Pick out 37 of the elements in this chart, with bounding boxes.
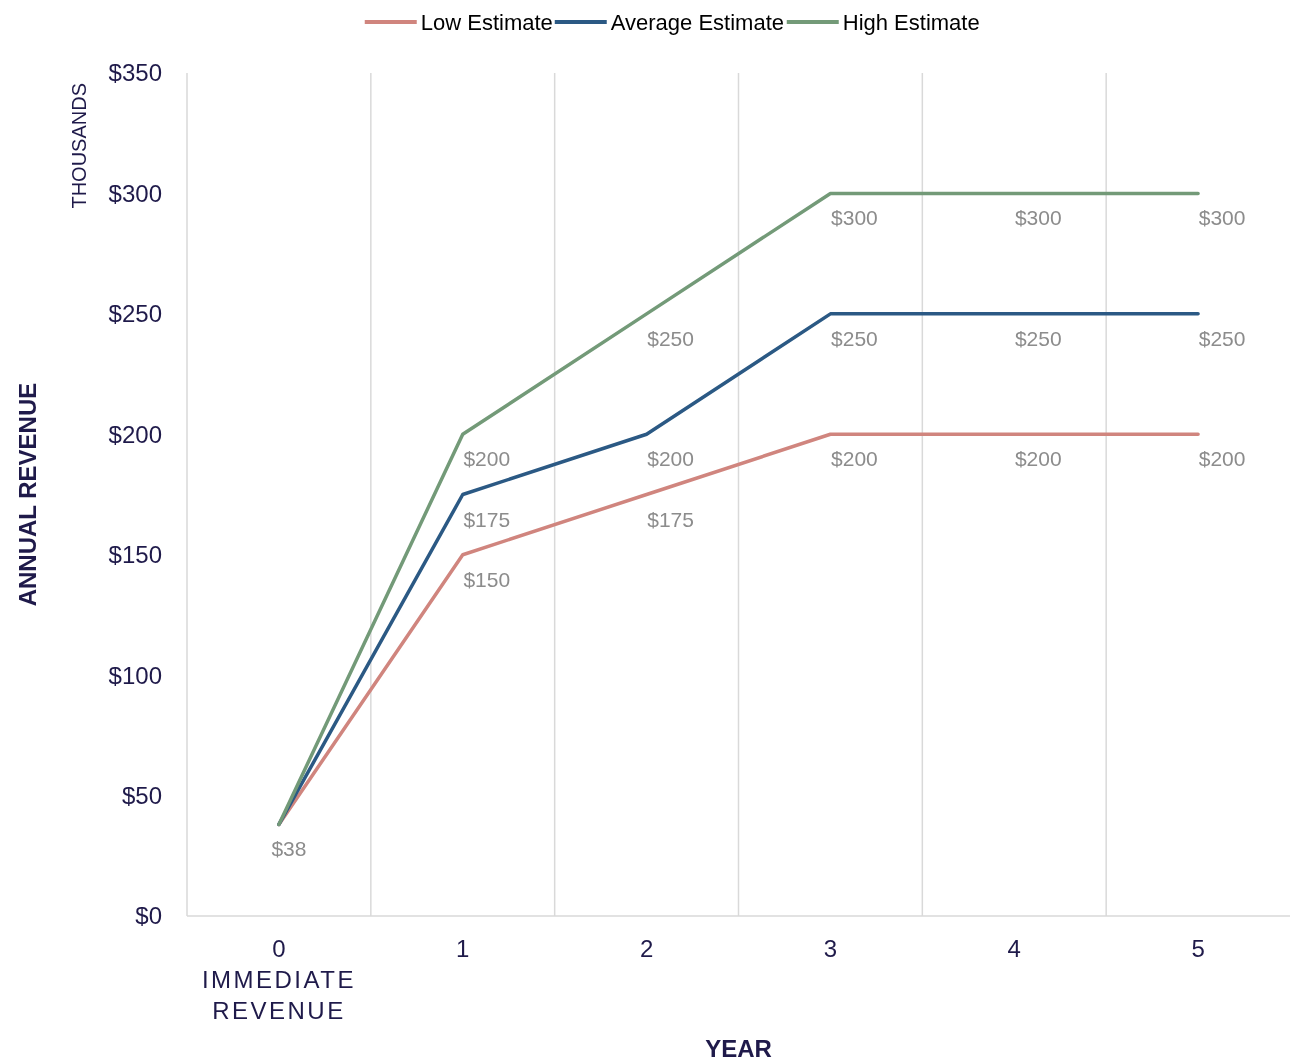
data-label: $175 [647, 507, 694, 531]
data-label: $300 [1014, 206, 1062, 230]
y-tick-label: $50 [121, 781, 162, 809]
y-tick-label: $150 [108, 541, 162, 569]
data-label: $250 [647, 326, 694, 350]
y-axis-title: ANNUAL REVENUE [14, 382, 41, 607]
x-tick-label: 2 [639, 935, 654, 962]
x-tick-label: 5 [1191, 935, 1205, 962]
data-label: $200 [831, 447, 878, 471]
x-tick-label: 1 [456, 935, 470, 962]
data-label: $300 [831, 206, 878, 230]
legend-label: High Estimate [842, 9, 980, 35]
y-tick-label: $350 [108, 59, 162, 87]
y-tick-label: $100 [108, 661, 162, 689]
data-label: $300 [1198, 206, 1246, 230]
line-series [277, 191, 1200, 827]
y-tick-label: $250 [108, 300, 162, 328]
data-label: $250 [831, 326, 878, 350]
data-label: $150 [463, 567, 511, 591]
data-label: $175 [463, 507, 511, 531]
y-tick-label: $0 [135, 902, 162, 930]
x-tick-label: 3 [823, 935, 838, 962]
data-label: $200 [1198, 447, 1246, 471]
legend-label: Average Estimate [610, 9, 784, 35]
x-tick-label: 4 [1007, 935, 1021, 962]
legend-label: Low Estimate [420, 9, 553, 35]
data-label: $250 [1198, 326, 1246, 350]
data-label: $200 [1014, 447, 1062, 471]
data-label: $200 [647, 447, 694, 471]
x-tick-label: 0 IMMEDIATE REVENUE [201, 935, 356, 1024]
x-axis-title: YEAR [705, 1035, 772, 1062]
y-tick-label: $300 [108, 179, 162, 207]
text: THOUSANDS [68, 83, 90, 209]
y-tick-label: $200 [108, 420, 162, 448]
data-label: $250 [1014, 326, 1062, 350]
data-label: $200 [463, 447, 511, 471]
data-label: $38 [271, 837, 307, 861]
